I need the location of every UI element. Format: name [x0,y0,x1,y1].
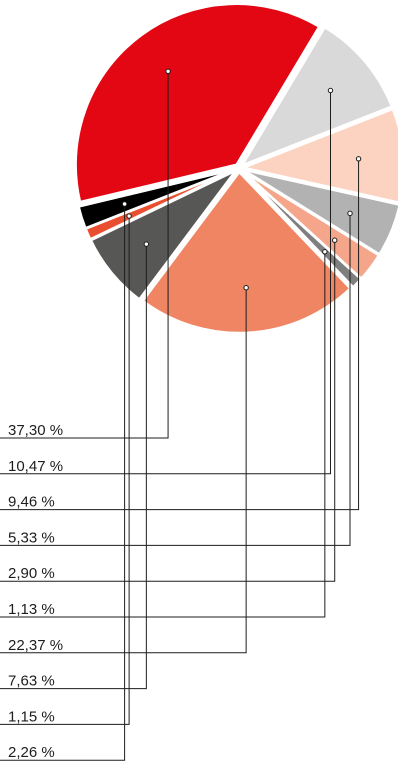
leader-line [0,251,326,618]
slice-label: 2,26 % [8,744,55,761]
slice-label: 37,30 % [8,422,63,439]
slice-label: 7,63 % [8,673,55,690]
slice-label: 1,15 % [8,708,55,725]
pie-slice [77,167,237,230]
leader-line [0,158,360,511]
leader-dot [322,249,328,255]
slice-labels: 37,30 % 10,47 % 9,46 % 5,33 % 2,90 % 1,13 % 22… [8,422,63,761]
leader-dot [121,201,128,207]
leader-dot [355,156,362,162]
leader-line [0,216,130,725]
leader-dot [332,237,338,243]
leader-dot [126,213,132,219]
leader-line [0,71,169,439]
slice-label: 5,33 % [8,529,55,546]
pie-slice [240,169,363,289]
leader-dot [243,285,249,291]
leader-line [0,240,336,582]
leader-dot [327,87,334,94]
slice-label: 22,37 % [8,637,63,654]
leader-dot [143,241,150,247]
pie-slices [74,2,398,335]
pie-slice [240,25,394,167]
leader-lines [0,68,362,761]
pie-slice [74,2,321,204]
leader-line [0,213,351,546]
slice-label: 2,90 % [8,565,55,582]
pie-slice [241,107,398,204]
leader-line [0,287,247,654]
slice-label: 1,13 % [8,601,55,618]
slice-label: 10,47 % [8,458,63,475]
leader-dot [347,210,353,217]
slice-label: 9,46 % [8,494,55,511]
leader-dot [165,68,171,75]
leader-line [0,244,147,690]
leader-line [0,90,331,475]
leader-line [0,203,126,761]
pie-slice [141,170,352,335]
